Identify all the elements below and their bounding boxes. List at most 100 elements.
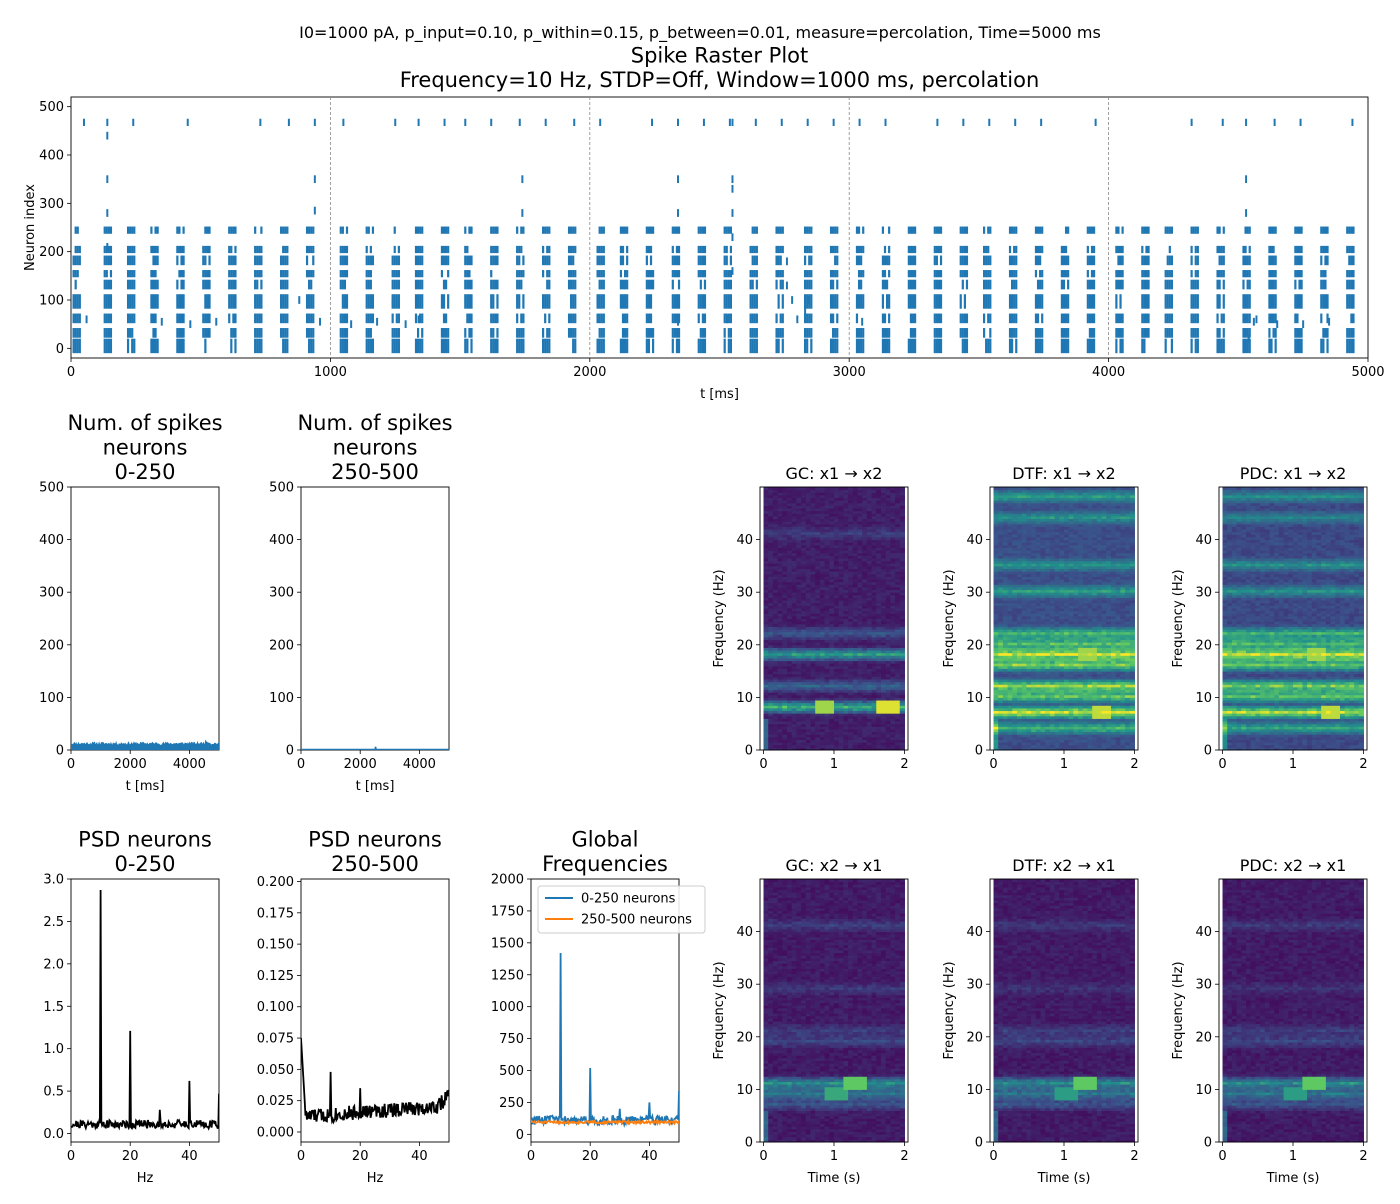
- y-tick-label: 1000: [491, 1000, 524, 1015]
- x-axis-label: t [ms]: [356, 779, 395, 794]
- y-tick-label: 2.0: [43, 957, 64, 972]
- spikes-0-250-marks: [71, 741, 219, 750]
- chart-title-line: Num. of spikes: [67, 411, 222, 435]
- heatmap-cell: [867, 487, 872, 490]
- heatmap-cell: [890, 487, 895, 490]
- axes-frame: [71, 487, 219, 750]
- spikes-250-500-marks: [301, 697, 449, 749]
- heatmap-cell: [843, 487, 848, 490]
- y-tick-label: 100: [39, 691, 64, 706]
- heatmap-cell: [876, 487, 881, 490]
- y-tick-label: 100: [269, 691, 294, 706]
- psd-series: [71, 890, 219, 1128]
- y-tick-label: 0.5: [43, 1085, 64, 1100]
- heatmap-cell: [787, 487, 792, 490]
- chart-title-line: Spike Raster Plot: [631, 43, 809, 67]
- heatmap-cell: [782, 487, 787, 490]
- y-tick-label: 0: [56, 342, 64, 357]
- y-tick-label: 30: [736, 586, 753, 601]
- heatmap-cell: [872, 487, 877, 490]
- chart-title-line: 250-500: [331, 460, 419, 484]
- x-tick-label: 1: [830, 757, 838, 772]
- chart-title: DTF: x1 → x2: [1012, 464, 1115, 483]
- heatmap-cell: [886, 487, 891, 490]
- x-tick-label: 0: [67, 1149, 75, 1164]
- global-frequencies-marks: [531, 953, 679, 1125]
- psd-series: [301, 1038, 449, 1122]
- x-tick-label: 4000: [403, 757, 436, 772]
- y-tick-label: 200: [39, 638, 64, 653]
- y-tick-label: 500: [269, 481, 294, 496]
- heatmap-cell: [792, 487, 797, 490]
- x-tick-label: 2000: [344, 757, 377, 772]
- x-tick-label: 20: [122, 1149, 139, 1164]
- chart-title-line: 0-250: [114, 852, 175, 876]
- y-axis-label: Neuron index: [23, 184, 38, 271]
- x-tick-label: 2: [900, 757, 908, 772]
- x-tick-label: 0: [67, 757, 75, 772]
- x-tick-label: 2000: [114, 757, 147, 772]
- x-tick-label: 2000: [573, 365, 606, 380]
- chart-title-line: Num. of spikes: [297, 411, 452, 435]
- heatmap-cells: [764, 487, 905, 751]
- y-tick-label: 250: [499, 1096, 524, 1111]
- y-tick-label: 2.5: [43, 915, 64, 930]
- raster-marks: [74, 97, 1354, 358]
- x-tick-label: 40: [411, 1149, 428, 1164]
- heatmap-cell: [778, 487, 783, 490]
- y-tick-label: 0.075: [257, 1032, 294, 1047]
- axes-frame: [301, 879, 449, 1142]
- y-tick-label: 20: [736, 638, 753, 653]
- heatmap-cell: [768, 487, 773, 490]
- y-tick-label: 500: [39, 100, 64, 115]
- chart-title: GC: x1 → x2: [786, 464, 883, 483]
- psd-0-250-marks: [71, 890, 219, 1128]
- x-tick-label: 40: [181, 1149, 198, 1164]
- axes-frame: [71, 97, 1368, 358]
- chart-title-line: 0-250: [114, 460, 175, 484]
- y-tick-label: 0: [286, 744, 294, 759]
- y-axis-label: Frequency (Hz): [712, 569, 727, 667]
- y-tick-label: 0: [516, 1128, 524, 1143]
- heatmap-cells: [994, 487, 1135, 751]
- chart-title-line: PSD neurons: [308, 827, 442, 851]
- heatmap-cell: [820, 487, 825, 490]
- x-tick-label: 3000: [833, 365, 866, 380]
- y-tick-label: 400: [269, 533, 294, 548]
- heatmap-cell: [895, 487, 900, 490]
- x-tick-label: 20: [582, 1149, 599, 1164]
- y-tick-label: 0.200: [257, 875, 294, 890]
- figure-suptitle: I0=1000 pA, p_input=0.10, p_within=0.15,…: [299, 23, 1101, 43]
- chart-title-line: neurons: [333, 435, 418, 459]
- x-axis-label: Hz: [367, 1171, 384, 1186]
- chart-title-line: PSD neurons: [78, 827, 212, 851]
- axes-frame: [71, 879, 219, 1142]
- chart-title-line: Frequency=10 Hz, STDP=Off, Window=1000 m…: [400, 68, 1040, 92]
- x-tick-label: 4000: [1092, 365, 1125, 380]
- heatmap-cell: [806, 487, 811, 490]
- x-axis-label: t [ms]: [126, 779, 165, 794]
- x-tick-label: 0: [527, 1149, 535, 1164]
- y-tick-label: 0.150: [257, 938, 294, 953]
- heatmap-cell: [796, 487, 801, 490]
- y-tick-label: 0.100: [257, 1000, 294, 1015]
- y-tick-label: 300: [269, 586, 294, 601]
- chart-title-line: neurons: [103, 435, 188, 459]
- y-tick-label: 100: [39, 294, 64, 309]
- y-tick-label: 1.5: [43, 1000, 64, 1015]
- heatmap-cell: [881, 487, 886, 490]
- x-tick-label: 40: [641, 1149, 658, 1164]
- x-tick-label: 4000: [173, 757, 206, 772]
- axes-frame: [301, 487, 449, 750]
- heatmap-cell: [829, 487, 834, 490]
- y-tick-label: 0.0: [43, 1127, 64, 1142]
- spike-count-series: [71, 741, 219, 750]
